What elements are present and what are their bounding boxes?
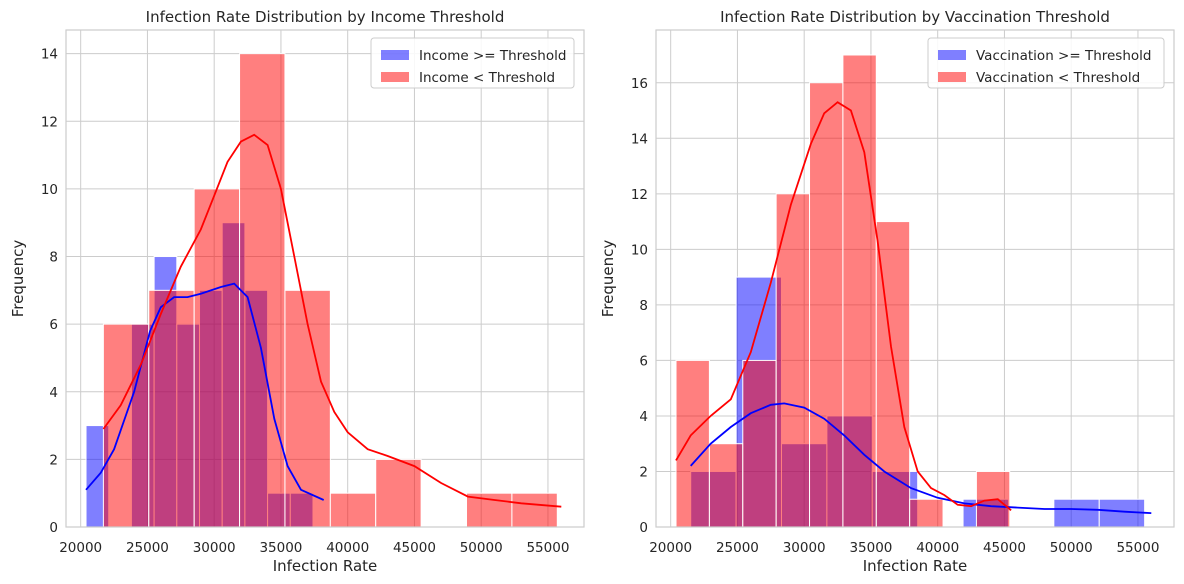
histogram-bar [842,54,877,528]
right-chart-panel: 20000 25000 30000 35000 40000 45000 50000 55000… [599,8,1175,575]
y-tick-label: 8 [49,250,58,266]
x-tick-label: 50000 [1050,540,1093,556]
histogram-bar [809,82,844,528]
x-axis-label: Infection Rate [273,557,378,575]
y-axis-label: Frequency [9,240,27,318]
y-tick-label: 4 [49,385,58,401]
x-tick-label: 55000 [526,540,569,556]
x-tick-label: 35000 [849,540,892,556]
kde-curve [690,402,1152,514]
y-tick-label: 12 [41,114,58,130]
legend-box [927,37,1165,89]
y-tick-label: 16 [631,76,648,92]
legend-label: Income < Threshold [419,70,555,86]
x-tick-label: 45000 [983,540,1026,556]
y-tick-label: 0 [639,520,648,536]
x-axis-label: Infection Rate [863,557,968,575]
legend-swatch [938,72,966,82]
histogram-bar [193,188,241,528]
histogram-bar [375,458,422,528]
y-tick-label: 14 [631,131,648,147]
y-axis-label: Frequency [599,240,617,318]
kde-curve [675,101,1012,511]
x-tick-label: 55000 [1116,540,1159,556]
x-tick-label: 40000 [326,540,369,556]
x-tick-label: 35000 [259,540,302,556]
y-tick-label: 2 [49,452,58,468]
y-tick-label: 2 [639,464,648,480]
histogram-bar [708,443,744,528]
legend-label: Vaccination < Threshold [976,70,1140,86]
histogram-bar [1053,498,1100,528]
plot-frame [655,29,1175,528]
y-tick-label: 8 [639,298,648,314]
histogram-bar [239,53,286,528]
x-tick-label: 40000 [916,540,959,556]
x-tick-label: 30000 [193,540,236,556]
y-tick-label: 10 [41,182,58,198]
kde-curve [85,282,325,501]
histogram-bar [466,492,513,528]
legend-swatch [381,72,409,82]
legend-swatch [381,50,409,60]
histogram-bar [102,323,150,528]
left-chart-panel: 20000 25000 30000 35000 40000 45000 50000 55000… [9,8,585,575]
plot-frame [65,29,585,528]
chart-title: Infection Rate Distribution by Vaccinati… [720,8,1110,26]
y-tick-label: 12 [631,187,648,203]
x-tick-label: 20000 [59,540,102,556]
x-tick-label: 45000 [393,540,436,556]
histogram-bar [675,359,710,528]
histogram-bar [329,492,377,528]
histogram-bar [284,289,331,528]
histogram-bar [511,492,558,528]
x-tick-label: 50000 [460,540,503,556]
y-tick-label: 6 [49,317,58,333]
legend-label: Income >= Threshold [419,48,566,64]
kde-curve [102,133,562,508]
y-tick-label: 4 [639,409,648,425]
histogram-bar [742,359,777,528]
legend-swatch [938,50,966,60]
x-tick-label: 20000 [649,540,692,556]
y-tick-label: 6 [639,353,648,369]
chart-title: Infection Rate Distribution by Income Th… [146,8,505,26]
x-tick-label: 25000 [126,540,169,556]
x-tick-label: 30000 [783,540,826,556]
legend-label: Vaccination >= Threshold [976,48,1151,64]
x-tick-label: 25000 [716,540,759,556]
legend-box [370,37,575,89]
y-tick-label: 0 [49,520,58,536]
y-tick-label: 10 [631,242,648,258]
histogram-bar [909,498,944,528]
y-tick-label: 14 [41,47,58,63]
